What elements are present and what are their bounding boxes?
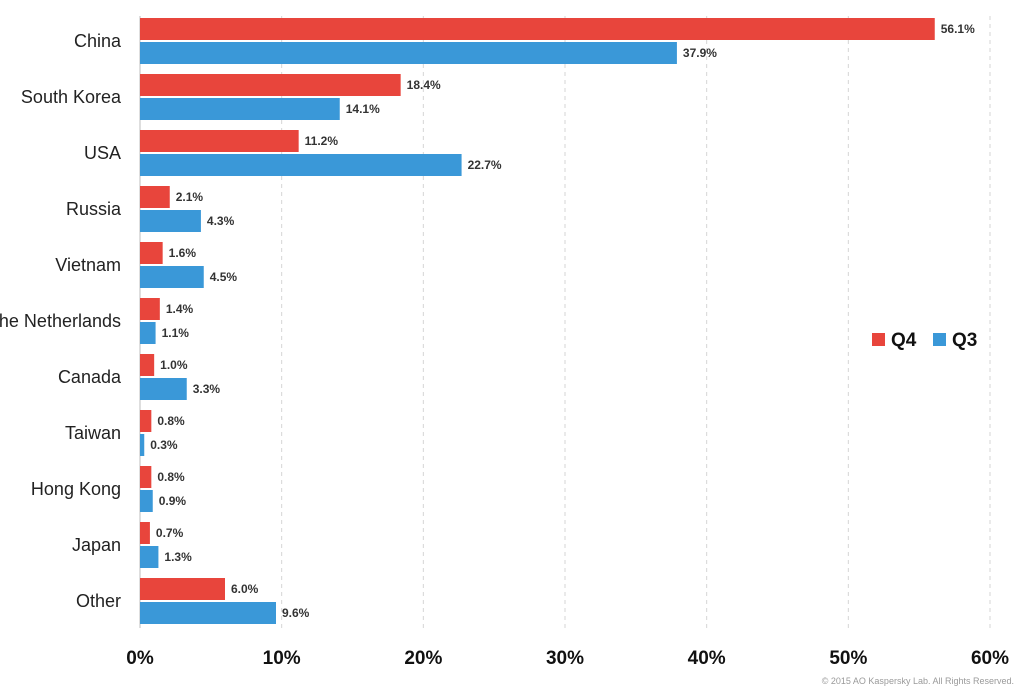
x-tick-label: 40% xyxy=(688,648,726,669)
x-tick-label: 50% xyxy=(829,648,867,669)
legend-swatch-q4 xyxy=(872,333,885,346)
value-label: 3.3% xyxy=(193,382,221,396)
x-tick-label: 10% xyxy=(263,648,301,669)
bar-q4 xyxy=(140,18,935,40)
category-label: Canada xyxy=(58,367,122,387)
bar-q4 xyxy=(140,578,225,600)
bar-q3 xyxy=(140,98,340,120)
value-label: 0.8% xyxy=(157,414,185,428)
x-tick-label: 30% xyxy=(546,648,584,669)
value-label: 4.3% xyxy=(207,214,235,228)
bar-q3 xyxy=(140,378,187,400)
value-label: 2.1% xyxy=(176,190,204,204)
value-label: 1.4% xyxy=(166,302,194,316)
category-label: Vietnam xyxy=(55,255,121,275)
value-label: 9.6% xyxy=(282,606,310,620)
bar-q3 xyxy=(140,210,201,232)
bar-q4 xyxy=(140,74,401,96)
category-labels: China South Korea USA Russia Vietnam the Neth… xyxy=(0,31,122,611)
category-label: Other xyxy=(76,591,121,611)
value-label: 1.1% xyxy=(162,326,190,340)
legend-label: Q4 xyxy=(891,330,917,351)
category-label: Hong Kong xyxy=(31,479,121,499)
value-label: 56.1% xyxy=(941,22,975,36)
category-label: USA xyxy=(84,143,121,163)
x-tick-label: 60% xyxy=(971,648,1009,669)
bar-q3 xyxy=(140,434,145,456)
category-label: Taiwan xyxy=(65,423,121,443)
legend: Q4 Q3 xyxy=(872,330,977,351)
x-tick-label: 20% xyxy=(404,648,442,669)
category-label: the Netherlands xyxy=(0,311,121,331)
value-label: 1.6% xyxy=(169,246,197,260)
category-label: Russia xyxy=(66,199,122,219)
legend-swatch-q3 xyxy=(933,333,946,346)
x-tick-label: 0% xyxy=(126,648,154,669)
legend-label: Q3 xyxy=(952,330,977,351)
value-label: 0.3% xyxy=(150,438,178,452)
value-label: 1.0% xyxy=(160,358,188,372)
bar-q4 xyxy=(140,242,163,264)
value-label: 0.8% xyxy=(157,470,185,484)
value-label: 22.7% xyxy=(468,158,502,172)
bar-q3 xyxy=(140,546,159,568)
category-label: Japan xyxy=(72,535,121,555)
value-label: 18.4% xyxy=(407,78,441,92)
category-label: China xyxy=(74,31,122,51)
bar-q3 xyxy=(140,266,204,288)
bars xyxy=(140,18,935,624)
value-label: 0.7% xyxy=(156,526,184,540)
bar-q3 xyxy=(140,322,156,344)
x-axis-ticks: 0% 10% 20% 30% 40% 50% 60% xyxy=(126,648,1009,669)
copyright-notice: © 2015 AO Kaspersky Lab. All Rights Rese… xyxy=(821,676,1014,686)
bar-q3 xyxy=(140,602,276,624)
value-label: 0.9% xyxy=(159,494,187,508)
bar-q4 xyxy=(140,410,152,432)
bar-q3 xyxy=(140,154,462,176)
value-labels: 56.1% 37.9% 18.4% 14.1% 11.2% 22.7% 2.1%4.3% 1.… xyxy=(150,22,975,620)
bar-q3 xyxy=(140,490,153,512)
value-label: 6.0% xyxy=(231,582,259,596)
value-label: 11.2% xyxy=(305,134,339,148)
value-label: 1.3% xyxy=(164,550,192,564)
bar-q4 xyxy=(140,522,150,544)
bar-q3 xyxy=(140,42,677,64)
value-label: 37.9% xyxy=(683,46,717,60)
bar-q4 xyxy=(140,466,152,488)
bar-q4 xyxy=(140,130,299,152)
category-label: South Korea xyxy=(21,87,122,107)
value-label: 14.1% xyxy=(346,102,380,116)
bar-q4 xyxy=(140,298,160,320)
value-label: 4.5% xyxy=(210,270,238,284)
bar-q4 xyxy=(140,186,170,208)
bar-q4 xyxy=(140,354,155,376)
